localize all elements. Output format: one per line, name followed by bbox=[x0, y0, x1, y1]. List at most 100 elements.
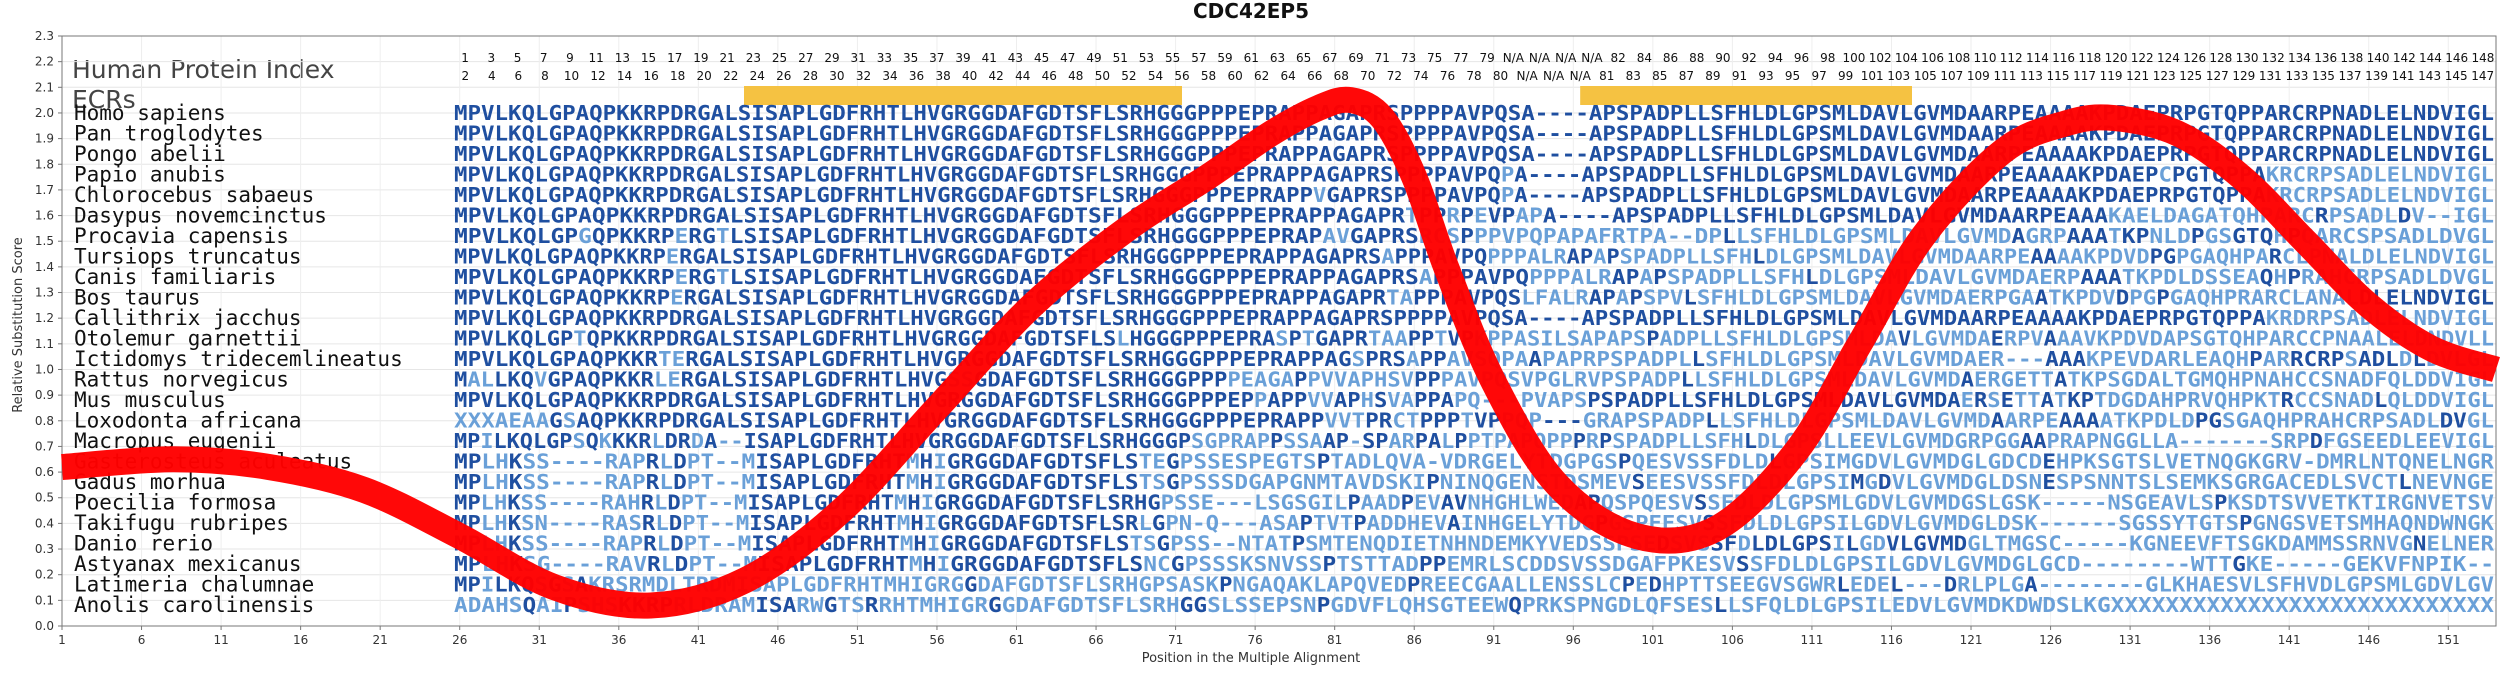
sequence-segment: XXXAEAA bbox=[454, 409, 549, 433]
y-tick-label: 0.1 bbox=[35, 593, 54, 607]
index-row-2-label: 123 bbox=[2153, 69, 2176, 83]
index-row-2-label: 36 bbox=[909, 69, 924, 83]
sequence-segment: D bbox=[1944, 573, 1957, 597]
index-row-2-label: 60 bbox=[1227, 69, 1242, 83]
sequence-segment: PGAQHPA bbox=[2176, 245, 2269, 269]
index-row-1-label: 138 bbox=[2340, 51, 2363, 65]
index-row-1-label: 45 bbox=[1034, 51, 1049, 65]
y-tick-label: 0.2 bbox=[35, 568, 54, 582]
sequence-segment: ATKPDLD bbox=[2100, 409, 2195, 433]
sequence-segment: SFHLDLGPSMLDAVLGVMDAER--- bbox=[1705, 347, 2045, 371]
index-row-1-label: N/A bbox=[1581, 51, 1603, 65]
sequence-segment: D bbox=[669, 511, 682, 535]
sequence-segment: Q bbox=[2260, 265, 2274, 289]
index-row-1-label: 88 bbox=[1689, 51, 1704, 65]
sequence-segment: TS bbox=[1139, 470, 1166, 494]
sequence-segment: L bbox=[1714, 593, 1728, 617]
sequence-segment: SPADPLLSFH bbox=[1667, 265, 1805, 289]
sequence-segment: LH bbox=[481, 511, 508, 535]
sequence-segment: L bbox=[1705, 409, 1719, 433]
sequence-segment: P bbox=[1454, 429, 1467, 453]
sequence-segment: AP bbox=[1612, 265, 1640, 289]
sequence-segment: S bbox=[2344, 347, 2358, 371]
sequence-segment: L bbox=[1681, 368, 1694, 392]
sequence-segment: D bbox=[673, 450, 687, 474]
sequence-segment: GDVFLQHSGTEEW bbox=[1330, 593, 1509, 617]
x-tick-label: 41 bbox=[691, 633, 706, 647]
sequence-segment: G bbox=[1157, 532, 1171, 556]
index-row-2-label: 22 bbox=[723, 69, 738, 83]
sequence-segment: ADL bbox=[2358, 347, 2399, 371]
sequence-segment: RGALSISAPLGDFRHTLHVG bbox=[681, 368, 948, 392]
sequence-segment: E bbox=[2042, 470, 2056, 494]
sequence-segment: S bbox=[572, 429, 585, 453]
sequence-segment: PT--M bbox=[681, 491, 748, 515]
sequence-segment: L bbox=[1139, 511, 1152, 535]
sequence-segment: MPVLKQLGP bbox=[454, 327, 573, 351]
sequence-segment: M bbox=[1851, 470, 1865, 494]
index-row-2-label: 34 bbox=[882, 69, 897, 83]
sequence-segment: A bbox=[1961, 368, 1974, 392]
index-row-2-label: 81 bbox=[1599, 69, 1614, 83]
sequence-segment: P bbox=[1317, 593, 1331, 617]
index-row-1-label: 69 bbox=[1348, 51, 1363, 65]
chart-title: CDC42EP5 bbox=[1193, 0, 1309, 23]
sequence-segment: Q bbox=[586, 429, 599, 453]
sequence-segment: H bbox=[2273, 265, 2287, 289]
index-row-2-label: 115 bbox=[2047, 69, 2070, 83]
sequence-segment: PPA bbox=[1414, 388, 1454, 412]
sequence-segment: RPV bbox=[2004, 327, 2044, 351]
sequence-segment: AA bbox=[2020, 429, 2046, 453]
sequence-segment: SSA bbox=[1283, 429, 1322, 453]
sequence-segment: L bbox=[1692, 347, 1706, 371]
index-row-2-label: 78 bbox=[1466, 69, 1481, 83]
sequence-segment: GG bbox=[1180, 593, 1207, 617]
index-row-2-label: 38 bbox=[935, 69, 950, 83]
sequence-segment: N bbox=[2413, 532, 2427, 556]
index-row-1-label: 124 bbox=[2157, 51, 2180, 65]
x-tick-label: 21 bbox=[373, 633, 388, 647]
x-tick-label: 116 bbox=[1880, 633, 1903, 647]
sequence-segment: L bbox=[1683, 286, 1697, 310]
index-row-2-label: 20 bbox=[697, 69, 712, 83]
gridlines bbox=[61, 35, 2496, 627]
sequence-segment: P bbox=[1254, 388, 1267, 412]
index-row-1-label: 84 bbox=[1637, 51, 1652, 65]
y-tick-label: 1.0 bbox=[35, 362, 54, 376]
sequence-segment: S bbox=[1275, 327, 1288, 351]
species-name: Pan troglodytes bbox=[74, 122, 264, 146]
sequence-row: MAL LKQ VGPAQPKKR LE RGALSISAPLGDFRHTLHVG SS G… bbox=[454, 368, 2494, 392]
index-row-1-label: 53 bbox=[1139, 51, 1154, 65]
sequence-segment: L bbox=[2398, 470, 2412, 494]
sequence-segment: SGAQHPRAHCRPSADL bbox=[2222, 409, 2440, 433]
index-row-2-label: 56 bbox=[1174, 69, 1189, 83]
index-row-1-label: 146 bbox=[2445, 51, 2468, 65]
sequence-segment: REECGAALLENSSLC bbox=[1420, 573, 1621, 597]
sequence-segment: M bbox=[897, 511, 910, 535]
sequence-segment: V--IGL bbox=[2411, 204, 2494, 228]
sequence-segment: APP bbox=[1267, 388, 1307, 412]
sequence-segment: TS bbox=[1130, 532, 1157, 556]
index-row-2-label: 14 bbox=[617, 69, 632, 83]
index-row-2-label: 62 bbox=[1254, 69, 1269, 83]
index-row-1-label: 118 bbox=[2078, 51, 2101, 65]
index-row-1-label: 136 bbox=[2314, 51, 2337, 65]
index-row-2-label: 107 bbox=[1940, 69, 1963, 83]
sequence-segment: E bbox=[1474, 204, 1488, 228]
sequence-segment: AR bbox=[2263, 347, 2291, 371]
x-tick-label: 136 bbox=[2198, 633, 2221, 647]
sequence-segment: T bbox=[2054, 388, 2067, 412]
sequence-segment: AP bbox=[1589, 286, 1616, 310]
x-tick-label: 11 bbox=[213, 633, 228, 647]
index-row-2-label: 72 bbox=[1387, 69, 1402, 83]
x-tick-label: 111 bbox=[1800, 633, 1823, 647]
y-tick-label: 1.6 bbox=[35, 209, 54, 223]
index-row-2-label: 97 bbox=[1811, 69, 1826, 83]
index-row-1-label: 96 bbox=[1794, 51, 1809, 65]
sequence-segment: D bbox=[691, 429, 704, 453]
sequence-segment: QSPQESV bbox=[1601, 491, 1694, 515]
sequence-segment: GAQHPRARCLANAL bbox=[2170, 286, 2359, 310]
index-row-1-label: 134 bbox=[2288, 51, 2311, 65]
sequence-segment: A bbox=[1419, 265, 1433, 289]
sequence-segment: D bbox=[1737, 532, 1751, 556]
